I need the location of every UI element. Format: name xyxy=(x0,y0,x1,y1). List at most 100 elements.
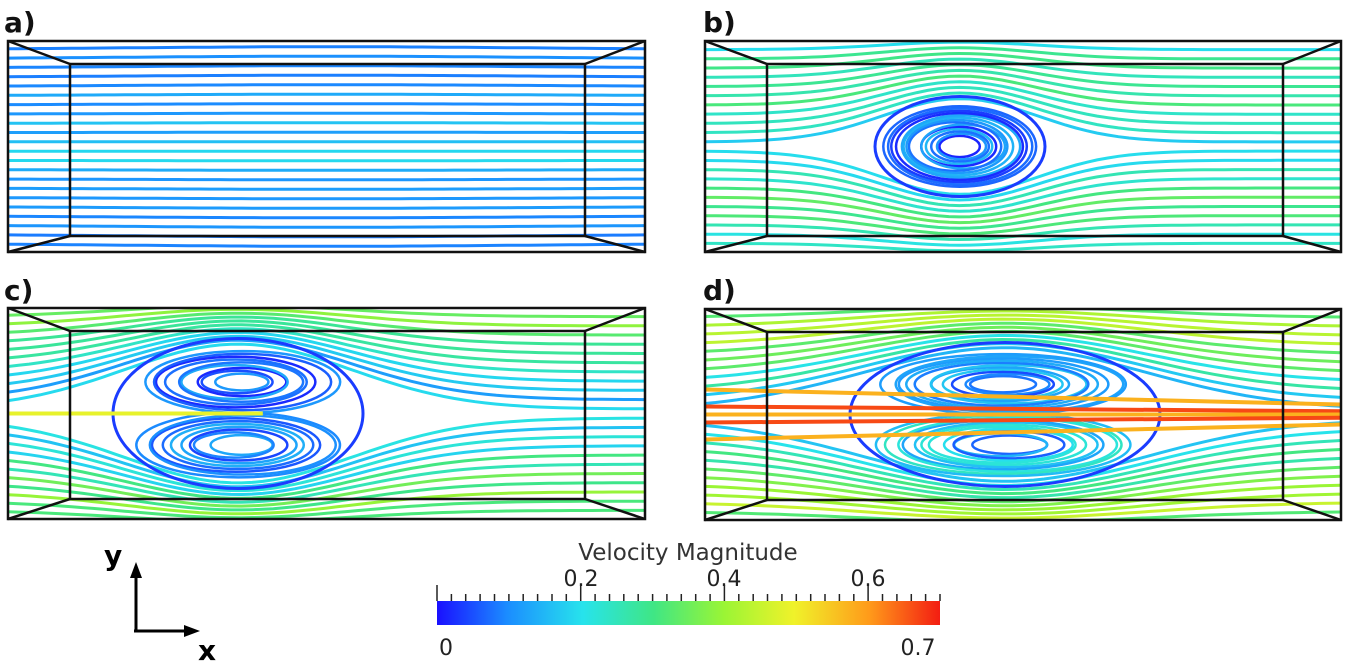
recirculation-loop xyxy=(920,423,1088,467)
domain-frame-edge xyxy=(68,62,587,238)
streamline xyxy=(705,483,1341,512)
streamline xyxy=(8,315,645,346)
streamline xyxy=(8,311,645,337)
streamline xyxy=(8,444,645,497)
streamline xyxy=(8,186,645,191)
colorbar-ticks xyxy=(436,585,941,601)
recirculation-loop xyxy=(929,363,1088,405)
recirculation-loop xyxy=(890,109,1029,184)
recirculation-loop xyxy=(882,105,1038,188)
recirculation-loop xyxy=(897,416,1119,473)
bubble-boundary xyxy=(873,95,1047,198)
recirculation-loop xyxy=(968,374,1038,394)
recirculation-loop xyxy=(135,411,342,479)
recirculation-loop xyxy=(200,369,274,395)
domain-frame-edge xyxy=(6,306,647,521)
streamline xyxy=(8,462,645,504)
panel-a-streamlines xyxy=(8,45,645,248)
streamline xyxy=(8,102,645,107)
panel-label-a: a) xyxy=(4,6,36,39)
recirculation-loop xyxy=(927,425,1077,465)
streamline xyxy=(705,309,1341,319)
streamline xyxy=(705,317,1341,346)
recirculation-loop xyxy=(935,132,988,161)
streamline xyxy=(705,456,1341,500)
streamline xyxy=(8,435,645,493)
streamline xyxy=(705,313,1341,337)
recirculation-loop xyxy=(913,421,1099,469)
streamline xyxy=(8,64,645,69)
streamline xyxy=(8,111,645,116)
x-arrow-head xyxy=(184,625,200,637)
recirculation-loop xyxy=(886,107,1034,186)
domain-frame-edge xyxy=(765,62,1285,238)
streamline xyxy=(705,205,1341,230)
colorbar: Velocity Magnitude 0.2 0.4 0.6 0 0.7 xyxy=(436,540,941,661)
domain-frame-edge xyxy=(703,307,1343,522)
streamline xyxy=(8,83,645,88)
streamline xyxy=(705,74,1341,107)
streamline xyxy=(705,149,1341,196)
domain-frames xyxy=(6,39,1343,522)
colorbar-tick-label-0.2: 0.2 xyxy=(564,567,599,592)
streamline xyxy=(705,158,1341,202)
streamline xyxy=(705,510,1341,520)
panel-label-b: b) xyxy=(703,6,736,39)
domain-frame-edge xyxy=(584,306,646,333)
y-arrow-head xyxy=(130,562,142,578)
streamline xyxy=(705,241,1341,252)
domain-frame-edge xyxy=(1282,234,1342,254)
domain-frame-edge xyxy=(7,234,71,254)
streamline xyxy=(8,338,645,402)
streamline xyxy=(8,319,645,355)
streamline xyxy=(705,337,1341,390)
streamline xyxy=(705,51,1341,70)
streamline xyxy=(8,327,645,374)
domain-frame-edge xyxy=(584,234,646,254)
recirculation-loop xyxy=(192,431,275,459)
recirculation-loop xyxy=(188,428,289,462)
recirculation-loop xyxy=(161,419,315,471)
domain-frame-edge xyxy=(704,39,768,66)
domain-frame-edge xyxy=(704,498,768,522)
recirculation-loop xyxy=(180,425,298,465)
streamline xyxy=(705,309,1341,328)
streamline xyxy=(8,73,645,79)
recirculation-loop xyxy=(964,372,1051,396)
colorbar-gradient xyxy=(437,601,940,625)
recirculation-loop xyxy=(900,114,1022,179)
colorbar-tick-label-0.6: 0.6 xyxy=(851,567,886,592)
streamline xyxy=(8,54,645,60)
domain-frame-edge xyxy=(1282,39,1342,66)
panel-d-streamlines xyxy=(705,309,1341,520)
recirculation-loop xyxy=(929,130,991,163)
recirculation-loop xyxy=(196,366,288,398)
recirculation-loop xyxy=(150,417,322,473)
streamline xyxy=(8,214,645,220)
streamline xyxy=(705,448,1341,496)
y-axis-label: y xyxy=(104,539,122,572)
domain-frame-edge xyxy=(584,39,646,66)
jet-streamline xyxy=(705,415,1341,425)
streamline xyxy=(8,330,645,383)
domain-frame-edge xyxy=(1282,498,1342,522)
streamline xyxy=(705,195,1341,225)
streamline xyxy=(8,334,645,392)
streamline xyxy=(705,474,1341,508)
streamline xyxy=(705,41,1341,52)
streamline xyxy=(8,177,645,182)
recirculation-loop xyxy=(941,368,1064,401)
streamline xyxy=(705,91,1341,135)
axes-indicator: y x xyxy=(104,539,216,664)
domain-frame-edge xyxy=(584,497,646,521)
streamline xyxy=(705,321,1341,355)
domain-frame-edge xyxy=(704,234,768,254)
recirculation-loop xyxy=(154,355,317,409)
colorbar-max-label: 0.7 xyxy=(901,636,936,661)
streamline xyxy=(8,168,645,172)
streamline xyxy=(8,242,645,248)
domain-frame-edge xyxy=(1282,307,1342,334)
colorbar-min-label: 0 xyxy=(439,636,453,661)
streamline xyxy=(705,186,1341,219)
streamline xyxy=(705,223,1341,242)
